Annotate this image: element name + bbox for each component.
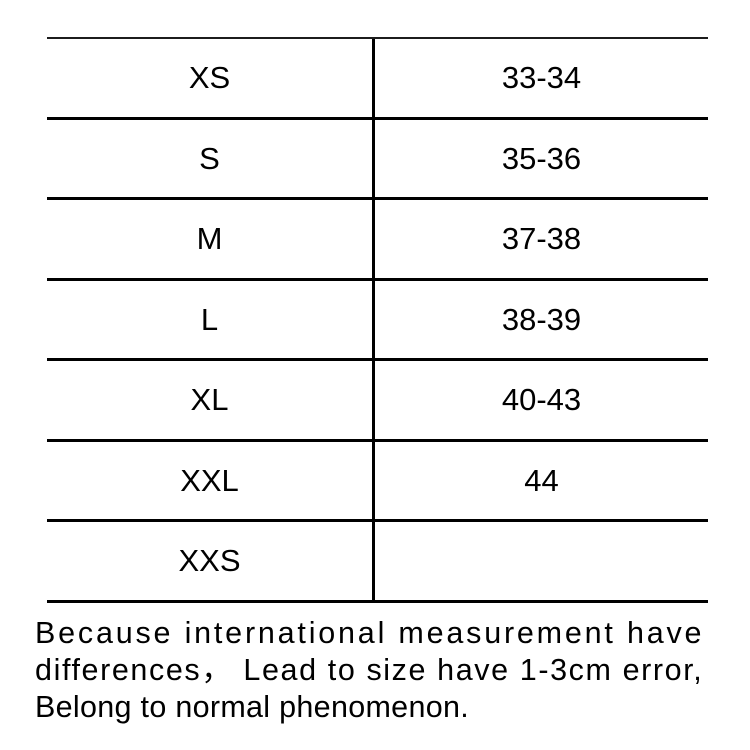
size-cell: XXL — [47, 441, 375, 519]
measurement-cell: 35-36 — [501, 140, 582, 176]
measurement-cell: 44 — [524, 462, 559, 498]
table-row: XXL 44 — [47, 441, 708, 522]
size-chart-table: XS 33-34 S 35-36 M 37-38 L 38-39 XL 40-4… — [47, 37, 708, 603]
size-cell: M — [47, 200, 375, 278]
table-row: XXS — [47, 522, 708, 603]
table-row: XS 33-34 — [47, 39, 708, 120]
measurement-cell — [375, 522, 708, 600]
size-cell: XXS — [47, 522, 375, 600]
table-row: S 35-36 — [47, 119, 708, 200]
disclaimer-text: Because international measurement have d… — [35, 615, 735, 726]
disclaimer-line: differences， Lead to size have 1-3cm err… — [35, 653, 704, 687]
table-row: XL 40-43 — [47, 361, 708, 442]
table-row: M 37-38 — [47, 200, 708, 281]
size-cell: S — [47, 119, 375, 197]
size-cell: XS — [47, 39, 375, 117]
size-cell: XL — [47, 361, 375, 439]
table-row: L 38-39 — [47, 280, 708, 361]
disclaimer-line: Belong to normal phenomenon. — [35, 690, 469, 724]
measurement-cell: 38-39 — [501, 301, 582, 337]
measurement-cell: 33-34 — [501, 60, 582, 96]
size-cell: L — [47, 280, 375, 358]
disclaimer-line: Because international measurement have — [35, 616, 705, 650]
measurement-cell: 40-43 — [501, 382, 582, 418]
measurement-cell: 37-38 — [501, 221, 582, 257]
